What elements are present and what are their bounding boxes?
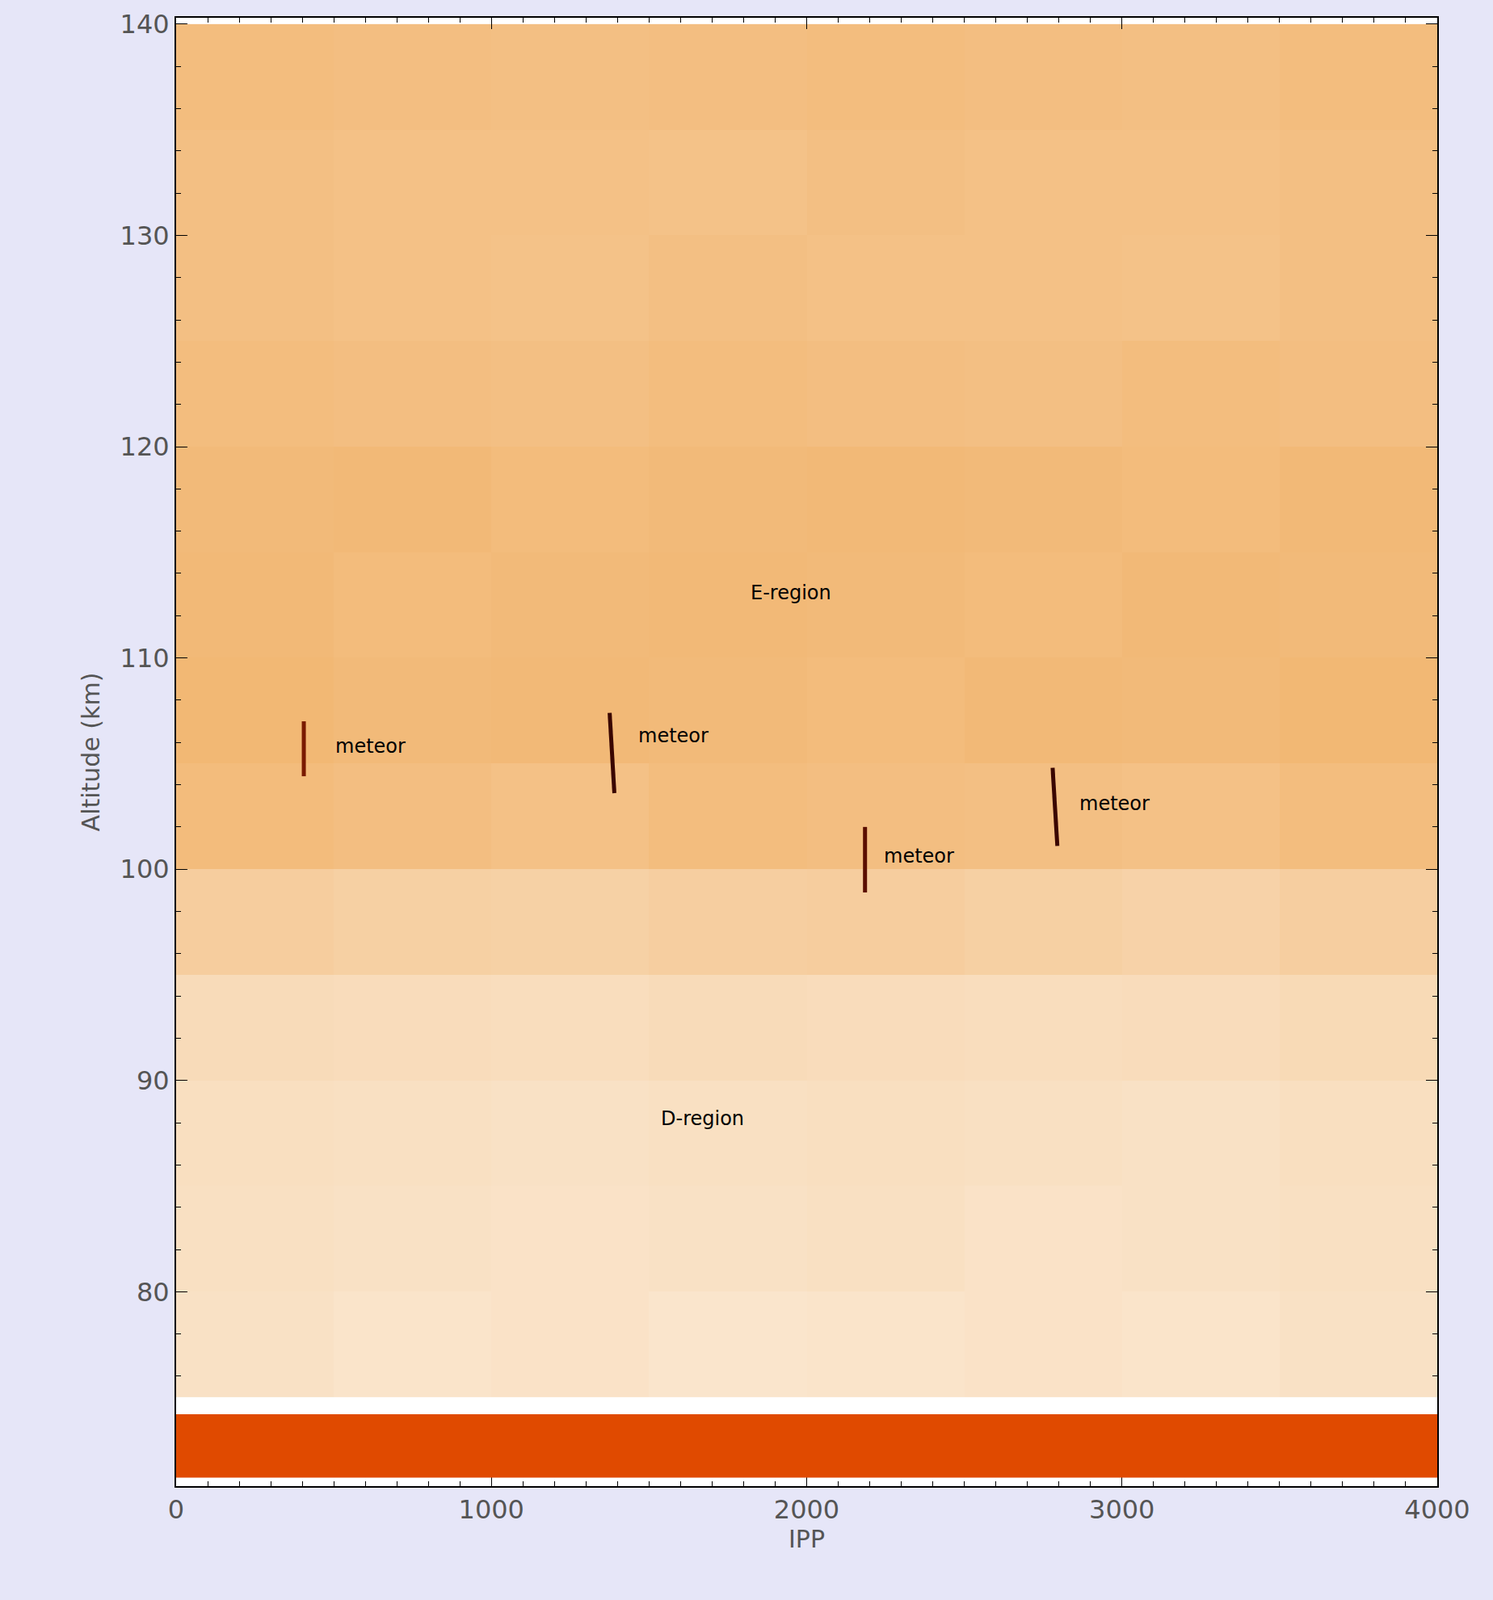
svg-text:90: 90 xyxy=(136,1065,170,1097)
svg-text:100: 100 xyxy=(120,853,170,885)
svg-text:120: 120 xyxy=(120,431,170,463)
svg-text:meteor: meteor xyxy=(883,845,955,868)
svg-text:IPP: IPP xyxy=(788,1525,825,1554)
svg-text:meteor: meteor xyxy=(335,735,406,758)
svg-text:2000: 2000 xyxy=(773,1494,840,1526)
svg-text:4000: 4000 xyxy=(1404,1494,1470,1526)
svg-text:Altitude (km): Altitude (km) xyxy=(76,672,106,833)
svg-text:110: 110 xyxy=(120,643,170,674)
svg-text:140: 140 xyxy=(120,8,170,40)
svg-text:meteor: meteor xyxy=(1079,792,1150,816)
svg-text:3000: 3000 xyxy=(1089,1494,1155,1526)
svg-text:E-region: E-region xyxy=(750,581,832,605)
svg-text:D-region: D-region xyxy=(660,1107,745,1131)
svg-text:meteor: meteor xyxy=(638,724,709,748)
svg-text:1000: 1000 xyxy=(458,1494,525,1526)
svg-text:130: 130 xyxy=(120,220,170,252)
svg-text:80: 80 xyxy=(136,1277,170,1308)
svg-text:0: 0 xyxy=(168,1494,185,1526)
